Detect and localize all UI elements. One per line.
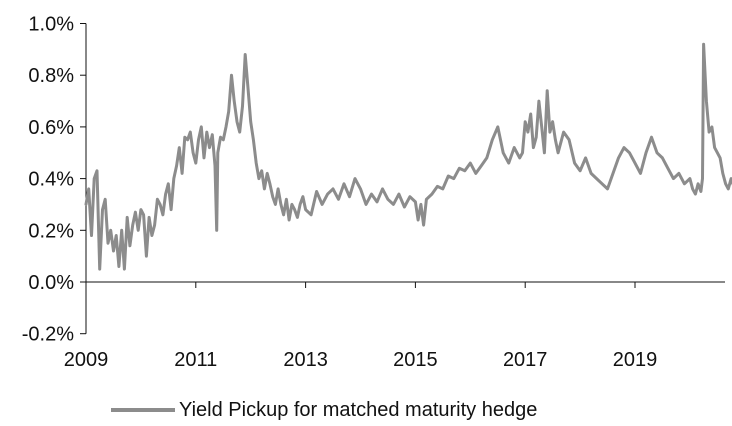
y-tick-label: 0.0% xyxy=(28,272,74,294)
series-layer xyxy=(84,42,732,271)
y-tick-label: 0.4% xyxy=(28,169,74,191)
x-tick-label: 2017 xyxy=(503,349,548,371)
chart: -0.2%0.0%0.2%0.4%0.6%0.8%1.0% 2009 2011 20… xyxy=(22,14,732,371)
legend-label: Yield Pickup for matched maturity hedge xyxy=(179,398,538,421)
y-tick-label: -0.2% xyxy=(22,324,74,346)
x-tick-label: 2011 xyxy=(174,349,217,371)
y-tick-label: 0.8% xyxy=(28,65,74,87)
axis-ticks xyxy=(80,23,636,335)
x-tick-label: 2019 xyxy=(613,349,658,371)
legend-swatch xyxy=(111,408,175,412)
x-axis-tick-labels: 2009 2011 2013 2015 2017 2019 xyxy=(64,349,658,371)
y-tick-label: 0.2% xyxy=(28,220,74,242)
y-tick-label: 0.6% xyxy=(28,117,74,139)
x-tick-label: 2015 xyxy=(393,349,438,371)
x-tick-label: 2009 xyxy=(64,349,109,371)
series-line xyxy=(84,42,732,271)
y-axis-tick-labels: -0.2% 0.0% 0.2% 0.4% 0.6% 0.8% 1.0% xyxy=(22,14,74,346)
legend: Yield Pickup for matched maturity hedge xyxy=(111,395,537,425)
y-tick-label: 1.0% xyxy=(28,14,74,36)
x-tick-label: 2013 xyxy=(283,349,328,371)
